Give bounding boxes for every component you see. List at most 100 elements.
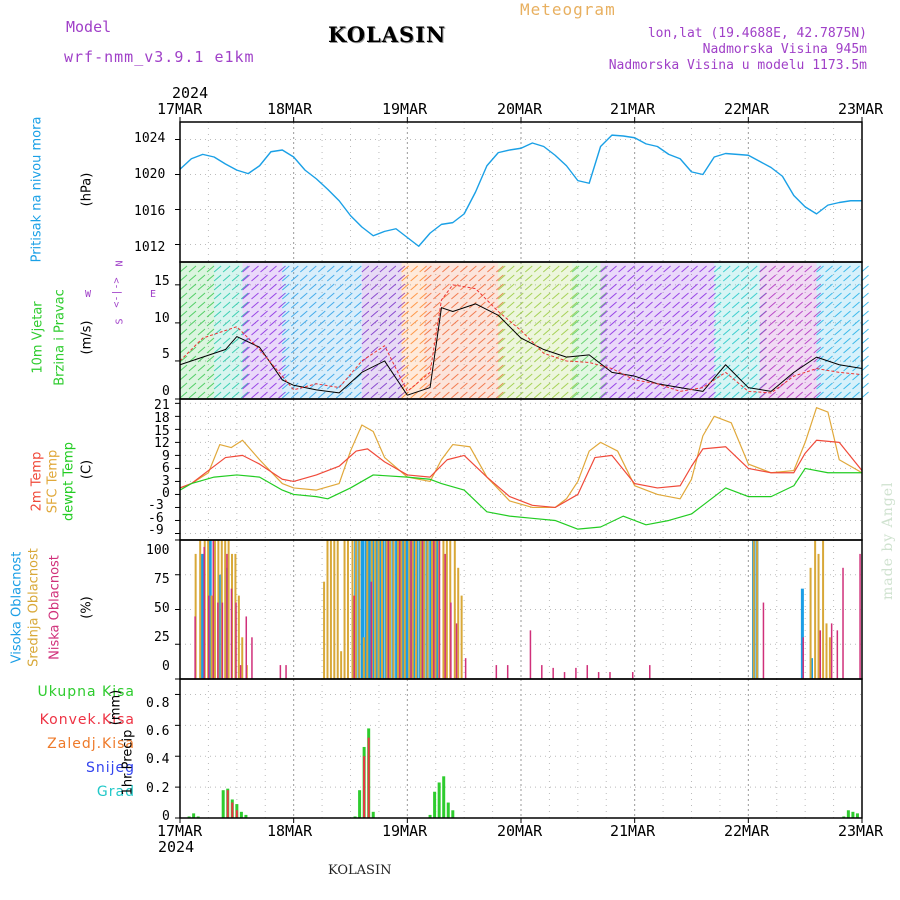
wind-arrow (379, 319, 388, 327)
wind-arrow (804, 274, 813, 282)
wind-arrow (551, 391, 560, 399)
wind-arrow (600, 319, 608, 327)
wind-arrow (843, 391, 851, 399)
wind-arrow (627, 373, 635, 381)
wind-arrow (222, 292, 231, 300)
wind-arrow (681, 364, 689, 372)
wind-arrow (353, 337, 362, 345)
high-cloud-bar (200, 553, 204, 679)
wind-arrow (251, 301, 259, 309)
temp-ylabel-2: SFC Temp (45, 449, 61, 514)
wind-arrow (299, 373, 308, 381)
mid-cloud-bar (396, 540, 399, 679)
wind-arrow (551, 346, 560, 354)
wind-arrow (636, 265, 644, 273)
wind-arrow (722, 265, 731, 273)
wind-arrow (278, 310, 286, 318)
wind-arrow (804, 283, 813, 291)
wind-arrow (433, 292, 441, 300)
wind-arrow (397, 355, 406, 363)
wind-arrow (524, 328, 533, 336)
wind-arrow (317, 301, 326, 309)
ytick-precip-0: 0 (162, 809, 170, 824)
wind-arrow (768, 292, 777, 300)
wind-arrow (487, 328, 495, 336)
wind-arrow (269, 283, 277, 291)
wind-arrow (551, 364, 560, 372)
wind-arrow (424, 391, 432, 399)
wind-arrow (260, 391, 268, 399)
wind-arrow (813, 274, 822, 282)
wind-arrow (598, 364, 607, 372)
wind-arrow (213, 382, 222, 390)
wind-arrow (370, 382, 379, 390)
wind-arrow (777, 319, 786, 327)
wind-arrow (442, 283, 450, 291)
wind-arrow (188, 301, 197, 309)
wind-arrow (206, 301, 215, 309)
wind-arrow (308, 373, 317, 381)
wind-arrow (777, 292, 786, 300)
wind-arrow (580, 274, 589, 282)
wind-arrow (242, 283, 250, 291)
wind-arrow (269, 346, 277, 354)
wind-arrow (410, 373, 418, 381)
wind-arrow (524, 283, 533, 291)
wind-arrow (335, 283, 344, 291)
wind-arrow (269, 301, 277, 309)
wind-arrow (708, 310, 716, 318)
wind-arrow (759, 337, 768, 345)
year-top: 2024 (172, 84, 209, 102)
wind-arrow (487, 301, 495, 309)
wind-arrow (361, 283, 370, 291)
wind-arrow (281, 319, 290, 327)
wind-arrow (834, 265, 842, 273)
wind-arrow (478, 274, 486, 282)
wind-arrow (598, 301, 607, 309)
wind-arrow (419, 373, 427, 381)
wind-arrow (344, 265, 353, 273)
wind-arrow (290, 274, 299, 282)
wind-arrow (681, 373, 689, 381)
wind-arrow (708, 274, 716, 282)
wind-color-band (759, 262, 817, 399)
wind-arrow (600, 292, 608, 300)
wind-arrow (496, 301, 504, 309)
wind-arrow (618, 319, 626, 327)
wind-arrow (571, 337, 580, 345)
wind-arrow (654, 310, 662, 318)
low-cloud-bar (597, 672, 600, 679)
wind-arrow (636, 364, 644, 372)
wind-arrow (379, 265, 388, 273)
ytick-cloud-3: 75 (154, 572, 170, 587)
wind-arrow (344, 355, 353, 363)
wind-arrow (308, 391, 317, 399)
wind-arrow (786, 364, 795, 372)
wind-arrow (569, 274, 578, 282)
wind-arrow (353, 355, 362, 363)
wind-arrow (379, 310, 388, 318)
wind-arrow (397, 337, 406, 345)
wind-arrow (681, 283, 689, 291)
wind-arrow (777, 301, 786, 309)
wind-arrow (188, 373, 197, 381)
wind-arrow (353, 364, 362, 372)
ytick-wind-0: 0 (162, 384, 170, 399)
wind-arrow (379, 364, 388, 372)
wind-arrow (580, 319, 589, 327)
wind-arrow (731, 274, 740, 282)
wind-arrow (690, 337, 698, 345)
wind-arrow (834, 346, 842, 354)
wind-arrow (825, 310, 833, 318)
total-precip-bar (851, 811, 855, 818)
wind-arrow (804, 355, 813, 363)
wind-arrow (813, 328, 822, 336)
wind-arrow (542, 328, 551, 336)
mid-cloud-bar (434, 540, 437, 679)
low-cloud-bar (194, 616, 196, 679)
ytick-cloud-2: 50 (154, 601, 170, 616)
wind-arrow (786, 337, 795, 345)
wind-arrow (515, 274, 524, 282)
wind-arrow (388, 391, 397, 399)
